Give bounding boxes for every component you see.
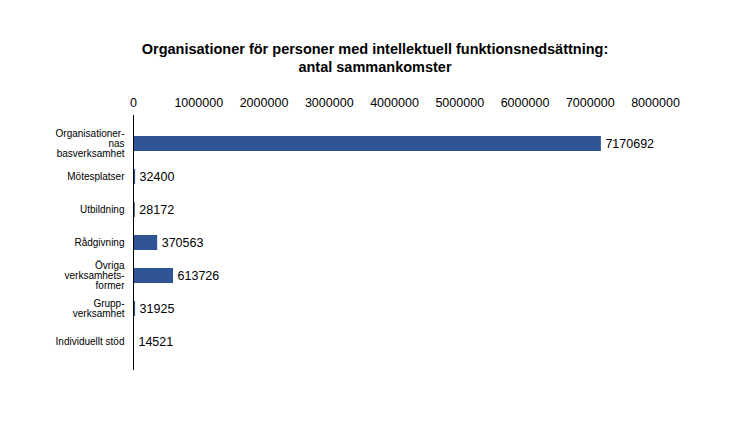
svg-text:5000000: 5000000 — [435, 96, 484, 110]
svg-text:Mötesplatser: Mötesplatser — [67, 171, 125, 182]
svg-text:2000000: 2000000 — [240, 96, 289, 110]
svg-text:31925: 31925 — [140, 302, 175, 316]
svg-text:8000000: 8000000 — [631, 96, 680, 110]
html-text:Organisationer för personer me: Organisationer för personer med intellek… — [141, 41, 609, 75]
svg-text:1000000: 1000000 — [174, 96, 223, 110]
svg-text:32400: 32400 — [140, 170, 175, 184]
svg-text:4000000: 4000000 — [370, 96, 419, 110]
svg-text:Övrigaverksamhets-former: Övrigaverksamhets-former — [64, 260, 125, 291]
svg-text:3000000: 3000000 — [305, 96, 354, 110]
svg-text:14521: 14521 — [138, 335, 173, 349]
svg-text:Grupp-verksamhet: Grupp-verksamhet — [73, 298, 125, 319]
svg-text:613726: 613726 — [178, 269, 220, 283]
svg-text:Organisationer-nasbasverksamhe: Organisationer-nasbasverksamhet — [56, 128, 125, 159]
svg-text:Individuellt stöd: Individuellt stöd — [56, 336, 125, 347]
svg-text:7000000: 7000000 — [566, 96, 615, 110]
svg-text:0: 0 — [130, 96, 137, 110]
svg-text:370563: 370563 — [162, 236, 204, 250]
svg-text:6000000: 6000000 — [501, 96, 550, 110]
svg-text:Rådgivning: Rådgivning — [74, 237, 124, 248]
svg-text:7170692: 7170692 — [605, 137, 654, 151]
svg-text:28172: 28172 — [139, 203, 174, 217]
svg-text:Utbildning: Utbildning — [80, 204, 124, 215]
